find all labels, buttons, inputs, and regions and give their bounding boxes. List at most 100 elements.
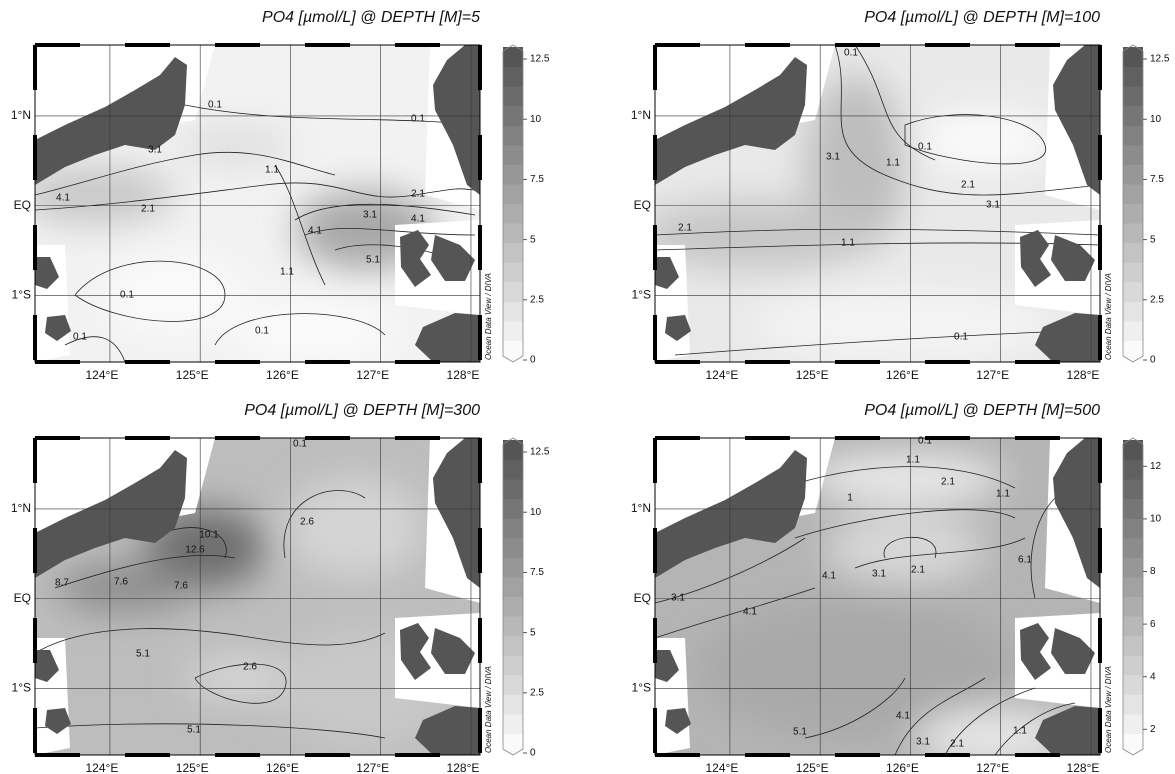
contour-line [294, 203, 476, 221]
colorbar-tick-label: 2.5 [530, 294, 544, 305]
x-tick-label: 126°E [886, 368, 919, 382]
y-tick-label: EQ [634, 198, 651, 212]
colorbar-band [1123, 281, 1143, 302]
y-tick-label: 1°N [631, 108, 651, 122]
shade-blob [55, 563, 195, 613]
colorbar-band [503, 733, 523, 754]
colorbar-band [1123, 86, 1143, 107]
x-tick-label: 127°E [356, 761, 389, 774]
x-tick-label: 126°E [886, 761, 919, 774]
colorbar-tick-label: 10 [530, 114, 542, 125]
contour-line [64, 336, 126, 362]
contour-label: 0.1 [411, 114, 425, 125]
colorbar-band [503, 459, 523, 480]
contour-line [894, 677, 986, 755]
colorbar-band [1123, 242, 1143, 263]
shade-blob [915, 110, 1055, 170]
land [35, 650, 59, 682]
contour-label: 6.1 [1018, 555, 1032, 566]
colorbar-tick-label: 0 [530, 748, 536, 759]
contour-label: 1.1 [841, 238, 855, 249]
colorbar-band [503, 713, 523, 734]
colorbar-band [1123, 576, 1143, 597]
land [400, 230, 431, 287]
colorbar-tick-label: 0 [1150, 355, 1156, 366]
contour-line [74, 260, 226, 322]
shade-blob [105, 260, 245, 330]
colorbar-band [503, 635, 523, 656]
y-tick-label: EQ [14, 591, 31, 605]
colorbar-tick-label: 0 [530, 355, 536, 366]
contour-line [655, 587, 816, 639]
contour-label: 0.1 [844, 48, 858, 59]
colorbar-band [1123, 498, 1143, 519]
contour-label: 3.1 [826, 152, 840, 163]
colorbar-tick-label: 12.5 [530, 54, 550, 65]
contour-line [674, 329, 1096, 356]
colorbar-band [1123, 440, 1143, 461]
colorbar-band [1123, 144, 1143, 165]
colorbar-band [503, 47, 523, 68]
shade-blob [755, 290, 1055, 360]
contour-label: 3.1 [363, 210, 377, 221]
land [1035, 706, 1100, 755]
shading [695, 453, 1075, 755]
contour-line [883, 536, 937, 559]
colorbar-band [503, 66, 523, 87]
land [1020, 623, 1051, 680]
x-tick-label: 127°E [976, 368, 1009, 382]
contour-label: 0.1 [255, 326, 269, 337]
colorbar-band [503, 537, 523, 558]
y-tick-label: 1°S [12, 288, 31, 302]
shade-blob [235, 300, 395, 360]
contour-label: 2.1 [911, 565, 925, 576]
colorbar-band [503, 164, 523, 185]
map-panel: PO4 [µmol/L] @ DEPTH [M]=100 124°E 125°E 12… [631, 9, 1170, 382]
panel-title: PO4 [µmol/L] @ DEPTH [M]=5 [262, 9, 480, 26]
contour-label: 8.7 [55, 578, 69, 589]
land [35, 57, 187, 185]
colorbar-tick-label: 5 [1150, 234, 1156, 245]
colorbar-tick-label: 12 [1150, 461, 1162, 472]
contour-line [854, 45, 936, 161]
colorbar-tick-label: 5 [530, 627, 536, 638]
colorbar-band [1123, 66, 1143, 87]
colorbar-tick-label: 12.5 [530, 447, 550, 458]
land [415, 313, 480, 362]
colorbar-outline [502, 44, 524, 363]
colorbar-band [1123, 203, 1143, 224]
colorbar-tick-label: 10 [1150, 114, 1162, 125]
map-panel: PO4 [µmol/L] @ DEPTH [M]=300 124°E 125°E 12… [11, 402, 550, 774]
colorbar-band [1123, 694, 1143, 715]
x-tick-label: 125°E [176, 368, 209, 382]
contour-line [214, 313, 386, 346]
land [35, 257, 59, 289]
panel-title: PO4 [µmol/L] @ DEPTH [M]=100 [864, 9, 1100, 26]
contour-label: 3.1 [986, 200, 1000, 211]
colorbar-band [1123, 479, 1143, 500]
contour-line [655, 537, 806, 604]
colorbar-band [503, 320, 523, 341]
colorbar-band [1123, 223, 1143, 244]
contour-line [1030, 497, 1056, 599]
colorbar-band [503, 86, 523, 107]
colorbar-band [503, 616, 523, 637]
panel-title: PO4 [µmol/L] @ DEPTH [M]=500 [864, 402, 1100, 419]
colorbar-tick-label: 4 [1150, 671, 1156, 682]
contour-label: 3.1 [916, 737, 930, 748]
contour-label: 0.1 [918, 142, 932, 153]
contour-label: 0.1 [918, 436, 932, 447]
map-area [35, 45, 480, 362]
colorbar-band [503, 203, 523, 224]
x-tick-label: 128°E [1067, 761, 1100, 774]
colorbar-band [1123, 616, 1143, 637]
land [1035, 313, 1100, 362]
x-tick-label: 124°E [86, 368, 119, 382]
colorbar-band [503, 183, 523, 204]
contour-label: 3.1 [872, 569, 886, 580]
colorbar-tick-label: 8 [1150, 566, 1156, 577]
land [415, 706, 480, 755]
x-tick-label: 128°E [1067, 368, 1100, 382]
x-tick-label: 128°E [447, 368, 480, 382]
